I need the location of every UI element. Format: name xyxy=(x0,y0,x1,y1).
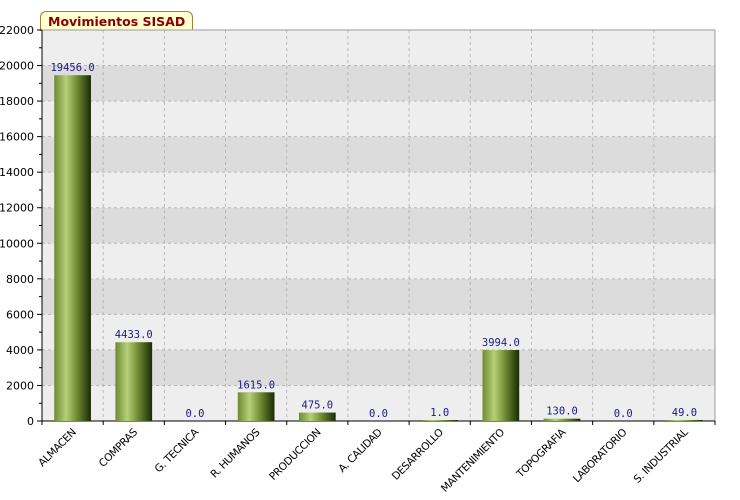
y-tick-label: 8000 xyxy=(6,273,34,286)
grid-band xyxy=(42,101,715,137)
bar xyxy=(666,420,703,421)
x-tick-label: R. HUMANOS xyxy=(208,426,262,480)
y-tick-label: 6000 xyxy=(6,308,34,321)
grid-band xyxy=(42,278,715,315)
data-label: 3994.0 xyxy=(482,337,520,349)
x-tick-label: PRODUCCION xyxy=(267,427,323,483)
y-tick-label: 10000 xyxy=(0,237,34,250)
data-label: 49.0 xyxy=(672,407,697,419)
y-tick-label: 0 xyxy=(27,415,34,428)
bar xyxy=(115,342,153,421)
x-tick-label: TOPOGRAFIA xyxy=(514,426,569,481)
data-label: 4433.0 xyxy=(115,329,153,341)
x-tick-label: MANTENIMIENTO xyxy=(439,427,507,495)
x-tick-label: S. INDUSTRIAL xyxy=(632,426,691,485)
x-tick-labels: ALMACEN COMPRAS G. TECNICA R. HUMANOS PRODUC… xyxy=(36,426,691,495)
grid-band xyxy=(42,314,715,350)
y-tick-label: 16000 xyxy=(0,131,34,144)
y-tick-label: 20000 xyxy=(0,60,34,73)
data-label: 1.0 xyxy=(430,407,449,419)
y-tick-label: 22000 xyxy=(0,24,34,37)
data-label: 1615.0 xyxy=(237,379,275,391)
x-tick-label: G. TECNICA xyxy=(153,426,202,475)
data-labels: 19456.0 4433.0 0.0 1615.0 475.0 0.0 1.0 3994.0 1… xyxy=(50,62,697,420)
plot-background xyxy=(42,30,715,421)
grid-band xyxy=(42,65,715,102)
y-tick-label: 2000 xyxy=(6,379,34,392)
gridlines xyxy=(42,29,715,421)
bar xyxy=(421,420,459,421)
x-tick-label: COMPRAS xyxy=(97,426,141,470)
data-label: 475.0 xyxy=(302,400,334,412)
x-tick-label: DESARROLLO xyxy=(390,427,446,483)
bar xyxy=(543,418,581,421)
bar xyxy=(54,75,91,422)
bar xyxy=(237,392,275,421)
axes xyxy=(37,29,716,425)
data-label: 19456.0 xyxy=(50,62,94,74)
y-tick-label: 4000 xyxy=(6,344,34,357)
x-tick-label: LABORATORIO xyxy=(571,427,630,486)
grid-band xyxy=(42,207,715,244)
y-tick-label: 14000 xyxy=(0,166,34,179)
y-tick-labels: 0 2000 4000 6000 8000 10000 12000 14000 16000 180… xyxy=(0,24,34,428)
data-label: 0.0 xyxy=(369,408,388,420)
y-tick-label: 18000 xyxy=(0,95,34,108)
grid-band xyxy=(42,136,715,173)
grid-band xyxy=(42,30,715,66)
bar xyxy=(482,350,520,421)
data-label: 130.0 xyxy=(546,406,578,418)
bar xyxy=(298,412,336,421)
data-label: 0.0 xyxy=(185,408,204,420)
grid-band xyxy=(42,172,715,208)
grid-band xyxy=(42,349,715,386)
data-label: 0.0 xyxy=(614,408,633,420)
chart-title: Movimientos SISAD xyxy=(40,11,194,31)
grid-band xyxy=(42,385,715,421)
grid-band xyxy=(42,243,715,279)
y-tick-label: 12000 xyxy=(0,202,34,215)
bars xyxy=(54,75,703,422)
x-tick-label: A. CALIDAD xyxy=(336,426,385,475)
x-tick-label: ALMACEN xyxy=(36,427,79,470)
